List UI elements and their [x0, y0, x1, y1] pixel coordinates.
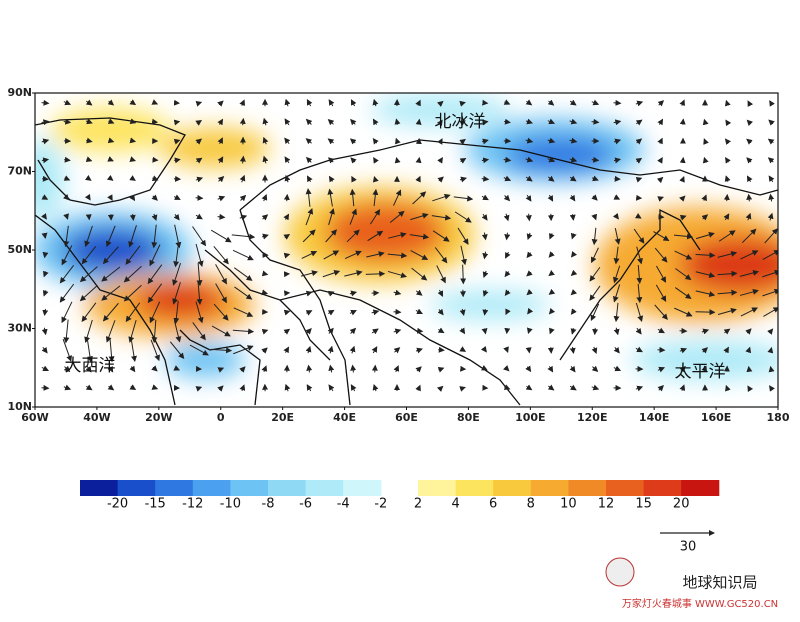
colorbar-label: -10	[220, 497, 241, 512]
lon-label: 60W	[21, 411, 48, 424]
lon-label: 60E	[395, 411, 418, 424]
colorbar-segment	[681, 480, 719, 496]
colorbar-segment	[568, 480, 606, 496]
wind-arrow	[438, 350, 444, 351]
colorbar-segment	[343, 480, 381, 496]
colorbar-label: 20	[673, 497, 690, 512]
colorbar-label: 8	[527, 497, 535, 512]
colorbar-label: -8	[262, 497, 275, 512]
colorbar-segment	[606, 480, 644, 496]
wind-arrow	[614, 103, 621, 104]
wind-arrow	[42, 388, 49, 389]
colorbar: -20 -15 -12 -10 -8 -6 -4 -2 2 4 6 8 10 12 15 20	[80, 480, 719, 512]
region-label: 太平洋	[675, 362, 726, 382]
wind-arrow	[89, 215, 90, 220]
wind-arrow	[683, 119, 684, 124]
colorbar-label: -12	[182, 497, 203, 512]
lat-label: 90N	[7, 86, 32, 99]
lat-label: 70N	[7, 165, 32, 178]
colorbar-label: 15	[635, 497, 652, 512]
colorbar-segment	[493, 480, 531, 496]
lon-label: 120E	[577, 411, 607, 424]
colorbar-label: -4	[337, 497, 350, 512]
wind-arrow	[696, 312, 715, 313]
region-label: 大西洋	[65, 356, 116, 376]
colorbar-label: -15	[145, 497, 166, 512]
colorbar-segment	[456, 480, 494, 496]
colorbar-segment	[644, 480, 682, 496]
wind-arrow	[42, 179, 48, 180]
wind-arrow	[218, 217, 225, 218]
colorbar-segment	[230, 480, 268, 496]
lon-label: 80E	[457, 411, 480, 424]
colorbar-segment	[80, 480, 118, 496]
wind-arrow	[287, 195, 288, 201]
lon-label: 180	[767, 411, 790, 424]
wind-arrow	[483, 103, 488, 104]
reference-label: 30	[680, 540, 697, 555]
wind-arrow	[749, 367, 750, 371]
watermark-name: 地球知识局	[682, 574, 757, 592]
colorbar-segment	[155, 480, 193, 496]
colorbar-segment	[306, 480, 344, 496]
colorbar-label: 10	[560, 497, 577, 512]
lon-label: 20E	[271, 411, 294, 424]
watermark-logo	[606, 558, 634, 586]
wind-arrow	[152, 160, 157, 161]
lon-label: 160E	[701, 411, 731, 424]
lat-label: 30N	[7, 322, 32, 335]
colorbar-label: 2	[414, 497, 422, 512]
wind-arrow	[749, 195, 750, 202]
colorbar-segment	[418, 480, 456, 496]
colorbar-segment	[268, 480, 306, 496]
wind-arrow	[196, 198, 203, 199]
lon-label: 40W	[83, 411, 110, 424]
colorbar-label: 6	[489, 497, 497, 512]
colorbar-label: -20	[107, 497, 128, 512]
wind-arrow	[463, 265, 464, 284]
wind-arrow	[482, 179, 489, 180]
lon-label: 140E	[639, 411, 669, 424]
wind-arrow	[153, 122, 157, 123]
lon-label: 100E	[515, 411, 545, 424]
colorbar-label: -2	[374, 497, 387, 512]
wind-arrow	[45, 234, 46, 238]
colorbar-label: 12	[598, 497, 615, 512]
colorbar-segment	[531, 480, 569, 496]
colorbar-segment	[118, 480, 156, 496]
wind-arrow	[394, 312, 401, 313]
region-label: 北冰洋	[435, 112, 486, 132]
wind-arrow	[419, 158, 420, 162]
lon-label: 20W	[145, 411, 172, 424]
colorbar-label: 4	[451, 497, 459, 512]
colorbar-label: -6	[299, 497, 312, 512]
lon-label: 40E	[333, 411, 356, 424]
watermark-site: 万家灯火春城事 WWW.GC520.CN	[622, 597, 778, 610]
lon-label: 0	[217, 411, 225, 424]
wind-arrow	[375, 366, 376, 373]
wind-arrow	[727, 195, 728, 201]
lat-label: 50N	[7, 243, 32, 256]
colorbar-segment	[193, 480, 231, 496]
